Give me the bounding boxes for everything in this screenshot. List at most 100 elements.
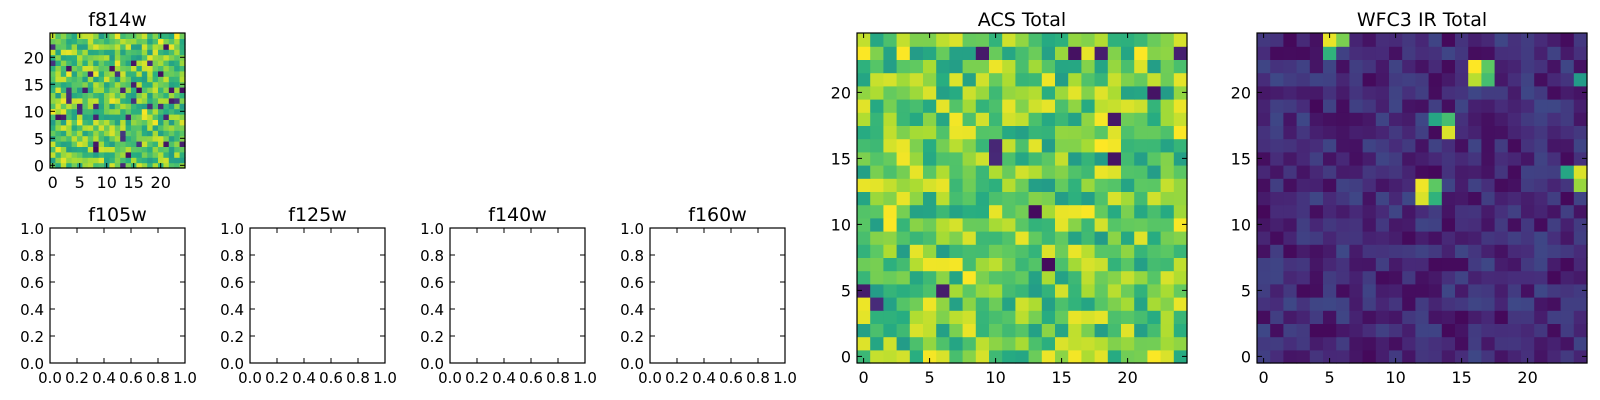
heatmap-cell	[1309, 125, 1324, 140]
heatmap-cell	[909, 138, 924, 153]
heatmap-cell	[114, 76, 121, 83]
heatmap-cell	[1028, 297, 1043, 311]
heatmap-cell	[125, 141, 132, 147]
heatmap-cell	[1573, 349, 1588, 364]
heatmap-cell	[1455, 151, 1469, 166]
heatmap-cell	[1068, 165, 1082, 179]
heatmap-cell	[1441, 310, 1456, 324]
x-tick-label: 5	[75, 173, 85, 192]
y-tick-label: 0	[841, 347, 851, 366]
heatmap-cell	[1468, 244, 1482, 258]
heatmap-cell	[1296, 191, 1311, 206]
heatmap-cell	[174, 146, 181, 153]
heatmap-cell	[109, 38, 116, 45]
heatmap-cell	[857, 33, 871, 47]
heatmap-cell	[1507, 178, 1522, 192]
heatmap-cell	[141, 162, 148, 169]
heatmap-cell	[50, 60, 56, 66]
heatmap-cell	[1121, 125, 1135, 140]
heatmap-cell	[857, 270, 871, 285]
heatmap-cell	[82, 114, 89, 120]
heatmap-cell	[1455, 72, 1469, 87]
heatmap-cell	[1028, 349, 1043, 364]
heatmap-cell	[1402, 59, 1416, 74]
heatmap-cell	[131, 108, 137, 115]
heatmap-cell	[141, 114, 148, 120]
x-tick-label: 0.6	[519, 369, 543, 387]
heatmap-cell	[1455, 323, 1469, 338]
heatmap-cell	[1573, 244, 1588, 258]
heatmap-cell	[1389, 191, 1403, 206]
heatmap-cell	[114, 65, 121, 72]
heatmap-cell	[1560, 72, 1575, 87]
heatmap-cell	[152, 103, 159, 110]
heatmap-cell	[104, 103, 110, 110]
heatmap-cell	[1534, 297, 1548, 311]
heatmap-cell	[1560, 85, 1575, 100]
heatmap-cell	[1507, 59, 1522, 74]
heatmap-cell	[1296, 270, 1311, 285]
heatmap-cell	[1375, 283, 1390, 298]
heatmap-cell	[1134, 191, 1148, 206]
heatmap-cell	[1336, 270, 1350, 285]
heatmap-cell	[923, 217, 937, 232]
heatmap-cell	[1121, 191, 1135, 206]
heatmap-cell	[1441, 151, 1456, 166]
heatmap-cell	[125, 151, 132, 158]
heatmap-cell	[962, 244, 977, 258]
heatmap-cell	[1375, 204, 1390, 219]
heatmap-cell	[1494, 33, 1509, 47]
heatmap-cell	[1002, 191, 1016, 206]
heatmap-cell	[1375, 46, 1390, 60]
heatmap-cell	[896, 151, 911, 166]
heatmap-cell	[1362, 165, 1377, 179]
heatmap-cell	[923, 204, 937, 219]
heatmap-cell	[66, 157, 73, 164]
heatmap-cell	[1160, 165, 1175, 179]
heatmap-cell	[104, 65, 110, 72]
heatmap-cell	[136, 124, 143, 131]
heatmap-cell	[989, 217, 1003, 232]
heatmap-cell	[87, 97, 94, 104]
heatmap-cell	[152, 151, 159, 158]
heatmap-cells-f814w	[50, 33, 186, 169]
heatmap-cell	[870, 204, 884, 219]
heatmap-cell	[1389, 112, 1403, 126]
heatmap-cell	[1428, 297, 1443, 311]
heatmap-cell	[66, 92, 73, 99]
heatmap-cell	[120, 49, 127, 56]
heatmap-cell	[883, 72, 898, 87]
heatmap-cell	[136, 162, 143, 169]
heatmap-cell	[147, 130, 154, 137]
heatmap-cell	[936, 217, 950, 232]
heatmap-cell	[147, 108, 154, 115]
heatmap-cell	[1455, 257, 1469, 272]
heatmap-cell	[1573, 297, 1588, 311]
heatmap-cell	[87, 108, 94, 115]
heatmap-cell	[949, 283, 964, 298]
heatmap-cell	[1481, 310, 1496, 324]
heatmap-cell	[1362, 244, 1377, 258]
heatmap-cell	[949, 231, 964, 245]
heatmap-cell	[158, 65, 164, 72]
heatmap-cell	[125, 114, 132, 120]
heatmap-cell	[71, 119, 78, 126]
heatmap-cell	[1160, 323, 1175, 338]
heatmap-cell	[923, 191, 937, 206]
heatmap-cell	[1068, 46, 1082, 60]
heatmap-cell	[975, 85, 990, 100]
heatmap-cell	[1107, 283, 1122, 298]
heatmap-cell	[857, 72, 871, 87]
heatmap-cell	[1349, 231, 1364, 245]
heatmap-cell	[158, 38, 164, 45]
heatmap-cell	[1107, 165, 1122, 179]
heatmap-cell	[1134, 46, 1148, 60]
heatmap-cell	[1415, 99, 1430, 113]
heatmap-cell	[1481, 336, 1496, 351]
heatmap-cell	[87, 141, 94, 147]
heatmap-cell	[857, 151, 871, 166]
heatmap-cell	[870, 165, 884, 179]
heatmap-cell	[1560, 59, 1575, 74]
heatmap-cell	[104, 124, 110, 131]
